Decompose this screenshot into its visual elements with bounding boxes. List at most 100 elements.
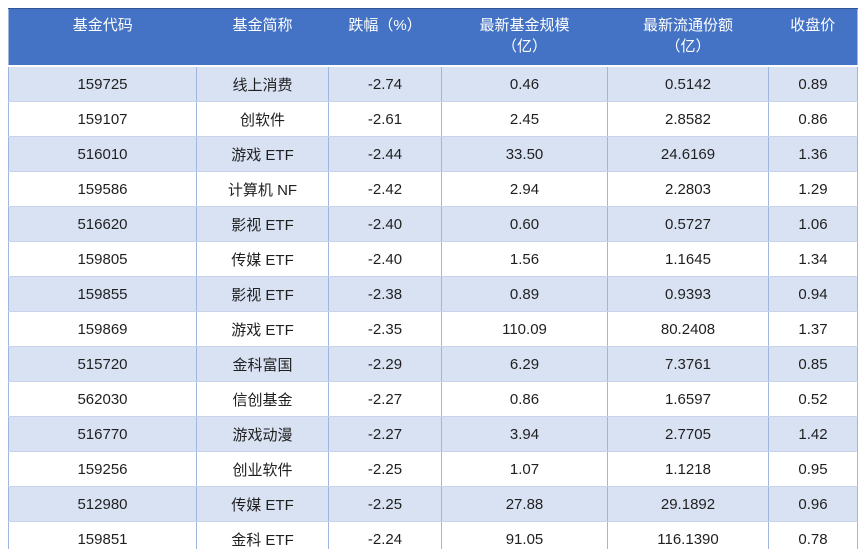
cell-code: 159805 xyxy=(8,241,197,277)
cell-fund_scale: 0.60 xyxy=(441,206,608,242)
column-header-code: 基金代码 xyxy=(8,8,197,67)
cell-name: 影视 ETF xyxy=(196,206,329,242)
cell-name: 影视 ETF xyxy=(196,276,329,312)
table-row: 159256 创业软件 -2.25 1.07 1.1218 0.95 xyxy=(8,451,858,487)
cell-close_price: 1.36 xyxy=(768,136,858,172)
table-row: 516770 游戏动漫 -2.27 3.94 2.7705 1.42 xyxy=(8,416,858,452)
column-header-label: 最新流通份额 xyxy=(642,17,733,34)
table-row: 515720 金科富国 -2.29 6.29 7.3761 0.85 xyxy=(8,346,858,382)
column-header-name: 基金简称 xyxy=(196,8,329,67)
cell-decline_pct: -2.24 xyxy=(328,521,442,549)
cell-circulating_shares: 0.5727 xyxy=(607,206,769,242)
table-row: 159107 创软件 -2.61 2.45 2.8582 0.86 xyxy=(8,101,858,137)
table-body: 159725 线上消费 -2.74 0.46 0.5142 0.89 159107 创软件 -2… xyxy=(8,65,858,549)
cell-name: 创软件 xyxy=(196,101,329,137)
cell-close_price: 1.29 xyxy=(768,171,858,207)
column-header-unit: （亿） xyxy=(501,38,547,55)
cell-fund_scale: 1.56 xyxy=(441,241,608,277)
cell-fund_scale: 0.86 xyxy=(441,381,608,417)
cell-close_price: 0.94 xyxy=(768,276,858,312)
cell-decline_pct: -2.40 xyxy=(328,241,442,277)
cell-name: 信创基金 xyxy=(196,381,329,417)
table-row: 516010 游戏 ETF -2.44 33.50 24.6169 1.36 xyxy=(8,136,858,172)
cell-fund_scale: 1.07 xyxy=(441,451,608,487)
cell-close_price: 1.37 xyxy=(768,311,858,347)
cell-close_price: 0.85 xyxy=(768,346,858,382)
cell-fund_scale: 33.50 xyxy=(441,136,608,172)
cell-code: 562030 xyxy=(8,381,197,417)
cell-decline_pct: -2.27 xyxy=(328,381,442,417)
cell-name: 创业软件 xyxy=(196,451,329,487)
column-header-decline_pct: 跌幅（%） xyxy=(328,8,442,67)
cell-code: 159869 xyxy=(8,311,197,347)
table-row: 159851 金科 ETF -2.24 91.05 116.1390 0.78 xyxy=(8,521,858,549)
cell-code: 159855 xyxy=(8,276,197,312)
cell-close_price: 1.06 xyxy=(768,206,858,242)
cell-code: 159107 xyxy=(8,101,197,137)
cell-decline_pct: -2.29 xyxy=(328,346,442,382)
table-header: 基金代码 基金简称 跌幅（%） 最新基金规模 （亿） 最新流通份额 （亿） 收盘价 xyxy=(8,8,858,67)
cell-close_price: 0.52 xyxy=(768,381,858,417)
cell-name: 传媒 ETF xyxy=(196,486,329,522)
cell-decline_pct: -2.35 xyxy=(328,311,442,347)
cell-name: 游戏 ETF xyxy=(196,311,329,347)
cell-code: 516770 xyxy=(8,416,197,452)
cell-fund_scale: 2.45 xyxy=(441,101,608,137)
cell-decline_pct: -2.74 xyxy=(328,65,442,102)
column-header-circulating_shares: 最新流通份额 （亿） xyxy=(607,8,769,67)
cell-decline_pct: -2.44 xyxy=(328,136,442,172)
cell-circulating_shares: 0.5142 xyxy=(607,65,769,102)
column-header-fund_scale: 最新基金规模 （亿） xyxy=(441,8,608,67)
cell-name: 线上消费 xyxy=(196,65,329,102)
column-header-label: 跌幅（%） xyxy=(348,17,422,34)
cell-decline_pct: -2.27 xyxy=(328,416,442,452)
cell-close_price: 0.86 xyxy=(768,101,858,137)
cell-close_price: 1.34 xyxy=(768,241,858,277)
cell-close_price: 0.96 xyxy=(768,486,858,522)
table-row: 159725 线上消费 -2.74 0.46 0.5142 0.89 xyxy=(8,65,858,102)
column-header-label: 最新基金规模 xyxy=(479,17,570,34)
cell-close_price: 1.42 xyxy=(768,416,858,452)
table-row: 159586 计算机 NF -2.42 2.94 2.2803 1.29 xyxy=(8,171,858,207)
cell-circulating_shares: 2.8582 xyxy=(607,101,769,137)
cell-decline_pct: -2.61 xyxy=(328,101,442,137)
table-row: 516620 影视 ETF -2.40 0.60 0.5727 1.06 xyxy=(8,206,858,242)
table-row: 562030 信创基金 -2.27 0.86 1.6597 0.52 xyxy=(8,381,858,417)
cell-decline_pct: -2.25 xyxy=(328,486,442,522)
column-header-close_price: 收盘价 xyxy=(768,8,858,67)
cell-fund_scale: 91.05 xyxy=(441,521,608,549)
cell-code: 159851 xyxy=(8,521,197,549)
table-row: 159855 影视 ETF -2.38 0.89 0.9393 0.94 xyxy=(8,276,858,312)
column-header-label: 基金代码 xyxy=(72,17,133,34)
cell-code: 512980 xyxy=(8,486,197,522)
cell-fund_scale: 27.88 xyxy=(441,486,608,522)
cell-close_price: 0.95 xyxy=(768,451,858,487)
cell-decline_pct: -2.38 xyxy=(328,276,442,312)
table-row: 512980 传媒 ETF -2.25 27.88 29.1892 0.96 xyxy=(8,486,858,522)
cell-code: 516010 xyxy=(8,136,197,172)
cell-fund_scale: 110.09 xyxy=(441,311,608,347)
column-header-unit: （亿） xyxy=(665,38,711,55)
cell-code: 516620 xyxy=(8,206,197,242)
table-row: 159869 游戏 ETF -2.35 110.09 80.2408 1.37 xyxy=(8,311,858,347)
cell-decline_pct: -2.40 xyxy=(328,206,442,242)
cell-circulating_shares: 80.2408 xyxy=(607,311,769,347)
cell-fund_scale: 0.46 xyxy=(441,65,608,102)
cell-circulating_shares: 29.1892 xyxy=(607,486,769,522)
fund-table: 基金代码 基金简称 跌幅（%） 最新基金规模 （亿） 最新流通份额 （亿） 收盘价 15972… xyxy=(8,8,858,549)
cell-fund_scale: 3.94 xyxy=(441,416,608,452)
cell-name: 金科 ETF xyxy=(196,521,329,549)
cell-fund_scale: 2.94 xyxy=(441,171,608,207)
cell-decline_pct: -2.25 xyxy=(328,451,442,487)
table-header-row: 基金代码 基金简称 跌幅（%） 最新基金规模 （亿） 最新流通份额 （亿） 收盘价 xyxy=(8,8,858,67)
cell-code: 159256 xyxy=(8,451,197,487)
cell-name: 游戏动漫 xyxy=(196,416,329,452)
cell-circulating_shares: 2.2803 xyxy=(607,171,769,207)
cell-circulating_shares: 1.1645 xyxy=(607,241,769,277)
cell-name: 游戏 ETF xyxy=(196,136,329,172)
cell-circulating_shares: 7.3761 xyxy=(607,346,769,382)
cell-code: 159586 xyxy=(8,171,197,207)
cell-name: 计算机 NF xyxy=(196,171,329,207)
cell-code: 159725 xyxy=(8,65,197,102)
